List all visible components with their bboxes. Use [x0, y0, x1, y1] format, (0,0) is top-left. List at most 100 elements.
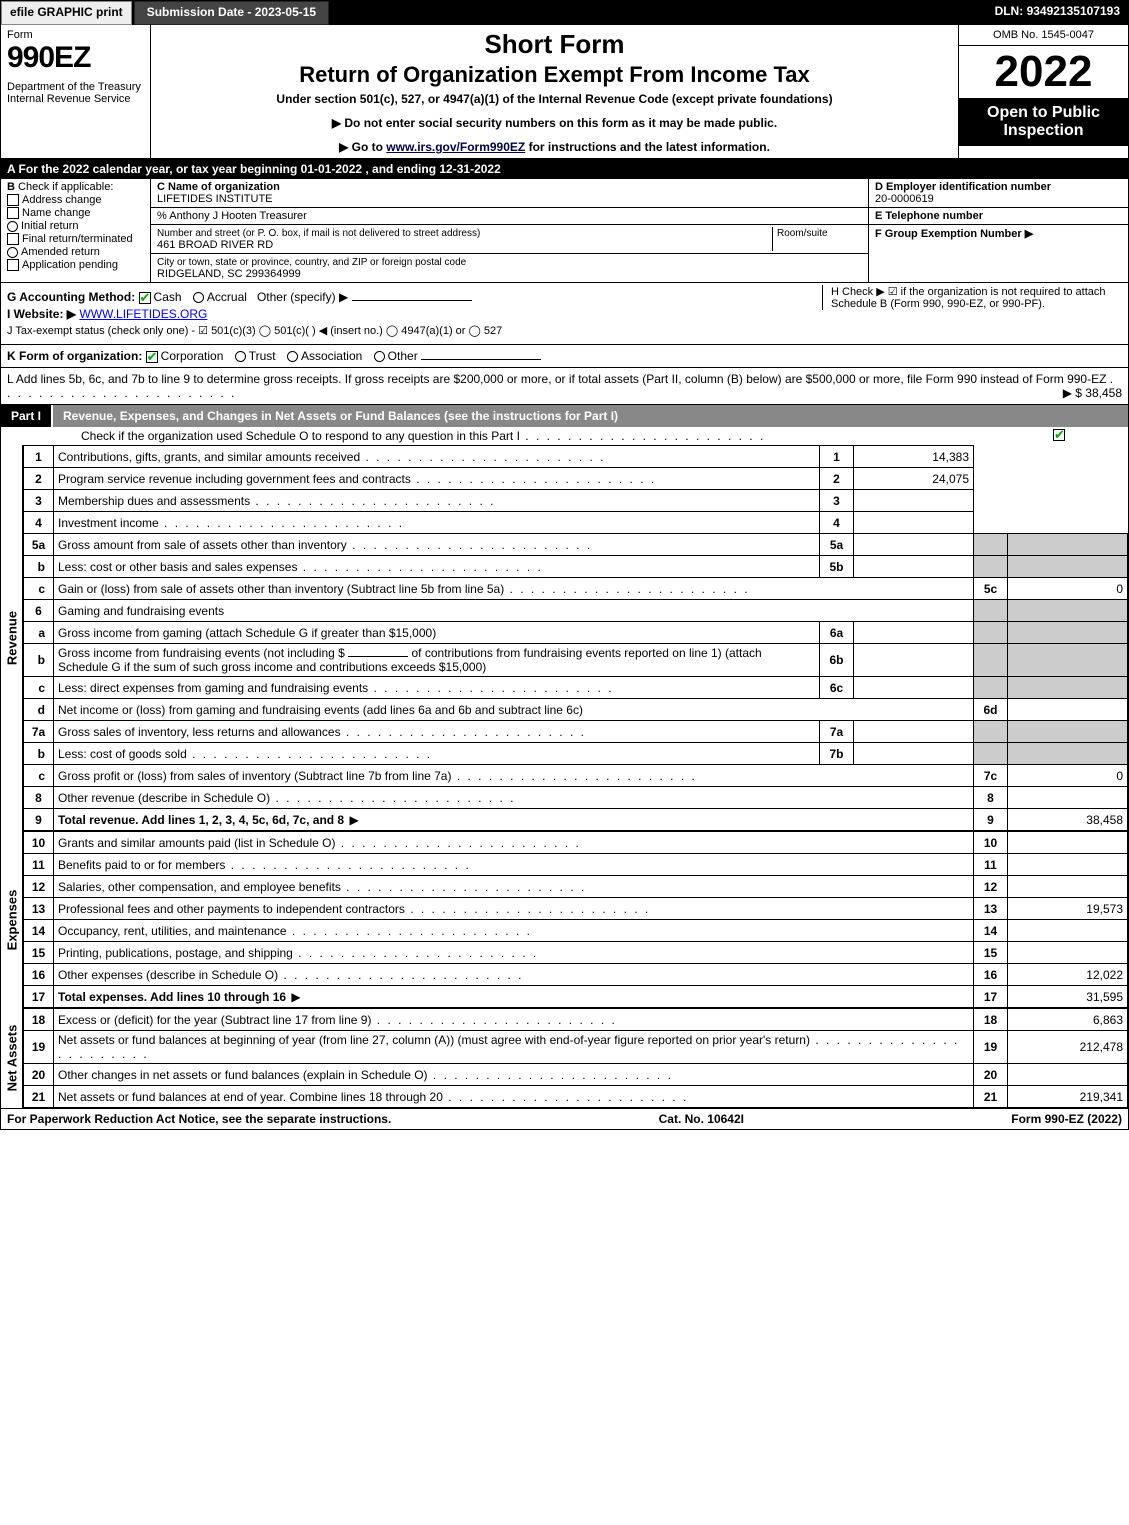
part-1-badge: Part I	[1, 405, 53, 427]
k-other-input[interactable]	[421, 359, 541, 360]
ln-6: 6	[24, 600, 54, 622]
rad-other[interactable]	[374, 351, 385, 362]
val-12	[1008, 876, 1128, 898]
g-other-input[interactable]	[352, 300, 472, 301]
ln-5c: c	[24, 578, 54, 600]
mval-7a	[854, 721, 974, 743]
part-1-sub: Check if the organization used Schedule …	[1, 427, 1128, 445]
header-note-2: ▶ Go to www.irs.gov/Form990EZ for instru…	[159, 140, 950, 154]
ln-9: 9	[24, 809, 54, 831]
submission-date-label: Submission Date -	[147, 5, 255, 19]
k-trust: Trust	[249, 349, 276, 363]
title-short-form: Short Form	[159, 29, 950, 60]
val-19: 212,478	[1008, 1031, 1128, 1064]
side-label-text: Revenue	[4, 611, 19, 665]
desc-5a-text: Gross amount from sale of assets other t…	[58, 538, 592, 552]
rad-accrual[interactable]	[193, 292, 204, 303]
chk-application-pending[interactable]: Application pending	[7, 259, 144, 271]
ln-13: 13	[24, 898, 54, 920]
omb-number: OMB No. 1545-0047	[959, 25, 1128, 46]
num-16: 16	[974, 964, 1008, 986]
group-label: F Group Exemption Number ▶	[875, 228, 1033, 240]
b-label: B	[7, 181, 15, 193]
net-assets-table: 18Excess or (deficit) for the year (Subt…	[23, 1008, 1128, 1108]
g-cash: Cash	[154, 290, 182, 304]
num-20: 20	[974, 1064, 1008, 1086]
footer-right: Form 990-EZ (2022)	[1011, 1112, 1122, 1126]
arrow-9	[344, 813, 361, 827]
desc-10: Grants and similar amounts paid (list in…	[54, 832, 974, 854]
ln-5a: 5a	[24, 534, 54, 556]
desc-7a: Gross sales of inventory, less returns a…	[54, 721, 820, 743]
irs-link[interactable]: www.irs.gov/Form990EZ	[386, 140, 525, 154]
chk-corporation[interactable]	[146, 351, 158, 363]
i-label: I Website: ▶	[7, 307, 76, 321]
desc-6: Gaming and fundraising events	[54, 600, 974, 622]
chk-initial-return[interactable]: Initial return	[7, 220, 144, 232]
num-10: 10	[974, 832, 1008, 854]
k-label: K Form of organization:	[7, 349, 142, 363]
header-right: OMB No. 1545-0047 2022 Open to Public In…	[958, 25, 1128, 158]
num-8: 8	[974, 787, 1008, 809]
chk-address-change[interactable]: Address change	[7, 194, 144, 206]
ln-14: 14	[24, 920, 54, 942]
column-def: D Employer identification number 20-0000…	[868, 179, 1128, 282]
part-1-header: Part I Revenue, Expenses, and Changes in…	[1, 405, 1128, 427]
k-corp: Corporation	[161, 349, 224, 363]
num-21: 21	[974, 1086, 1008, 1108]
ln-10: 10	[24, 832, 54, 854]
num-18: 18	[974, 1009, 1008, 1031]
footer-left: For Paperwork Reduction Act Notice, see …	[7, 1112, 391, 1126]
arrow-17	[286, 990, 303, 1004]
org-name: LIFETIDES INSTITUTE	[157, 193, 273, 205]
header-middle: Short Form Return of Organization Exempt…	[151, 25, 958, 158]
rad-trust[interactable]	[235, 351, 246, 362]
section-l: L Add lines 5b, 6c, and 7b to line 9 to …	[1, 368, 1128, 405]
val-11	[1008, 854, 1128, 876]
ln-6b: b	[24, 644, 54, 677]
val-10	[1008, 832, 1128, 854]
desc-4: Investment income	[54, 512, 820, 534]
section-j: J Tax-exempt status (check only one) - ☑…	[7, 324, 1122, 337]
num-14: 14	[974, 920, 1008, 942]
val-16: 12,022	[1008, 964, 1128, 986]
tax-year: 2022	[959, 46, 1128, 98]
ln-3: 3	[24, 490, 54, 512]
chk-name-change[interactable]: Name change	[7, 207, 144, 219]
open-to-public: Open to Public Inspection	[959, 98, 1128, 146]
desc-14: Occupancy, rent, utilities, and maintena…	[54, 920, 974, 942]
shade-6b-v	[1008, 644, 1128, 677]
contrib-input[interactable]	[348, 656, 408, 657]
header-left: Form 990EZ Department of the Treasury In…	[1, 25, 151, 158]
desc-3: Membership dues and assessments	[54, 490, 820, 512]
mini-6a: 6a	[820, 622, 854, 644]
val-15	[1008, 942, 1128, 964]
ln-1: 1	[24, 446, 54, 468]
header-note-1: ▶ Do not enter social security numbers o…	[159, 116, 950, 130]
website-link[interactable]: WWW.LIFETIDES.ORG	[79, 307, 207, 321]
val-8	[1008, 787, 1128, 809]
desc-17: Total expenses. Add lines 10 through 16	[54, 986, 974, 1008]
phone-label: E Telephone number	[875, 210, 983, 222]
column-b: B Check if applicable: Address change Na…	[1, 179, 151, 282]
g-accrual: Accrual	[207, 290, 247, 304]
mval-5b	[854, 556, 974, 578]
desc-9-text: Total revenue. Add lines 1, 2, 3, 4, 5c,…	[58, 813, 344, 827]
street-value: 461 BROAD RIVER RD	[157, 239, 273, 251]
chk-cash[interactable]	[139, 292, 151, 304]
mval-6b	[854, 644, 974, 677]
chk-amended-return[interactable]: Amended return	[7, 246, 144, 258]
ln-15: 15	[24, 942, 54, 964]
efile-print-button[interactable]: efile GRAPHIC print	[1, 1, 132, 25]
section-bcdef: B Check if applicable: Address change Na…	[1, 179, 1128, 283]
footer-mid: Cat. No. 10642I	[659, 1112, 744, 1126]
rad-association[interactable]	[287, 351, 298, 362]
submission-date-button[interactable]: Submission Date - 2023-05-15	[134, 1, 329, 25]
chk-schedule-o[interactable]	[1053, 429, 1065, 441]
side-label-net-assets: Net Assets	[1, 1008, 23, 1108]
chk-final-return[interactable]: Final return/terminated	[7, 233, 144, 245]
header-subtitle: Under section 501(c), 527, or 4947(a)(1)…	[159, 92, 950, 106]
desc-6b-1: Gross income from fundraising events (no…	[58, 646, 345, 660]
desc-17-text: Total expenses. Add lines 10 through 16	[58, 990, 286, 1004]
ln-20: 20	[24, 1064, 54, 1086]
